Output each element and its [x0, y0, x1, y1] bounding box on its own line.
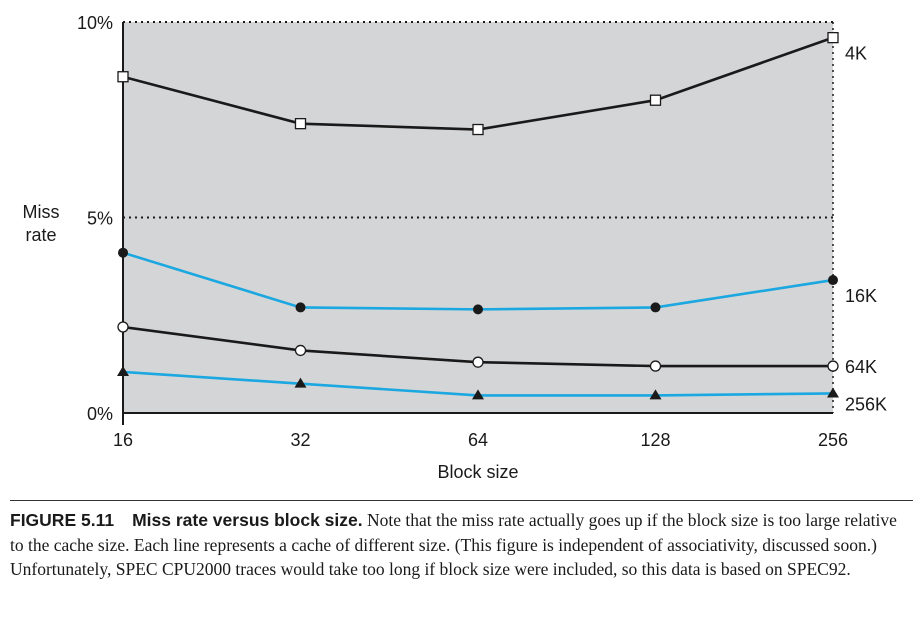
- data-point-16K: [118, 247, 128, 258]
- figure-title: Miss rate versus block size.: [132, 510, 363, 530]
- y-tick-label: 0%: [87, 404, 113, 424]
- data-point-64K: [649, 360, 662, 372]
- data-point-16K: [828, 275, 838, 286]
- y-axis-label: Miss: [23, 202, 60, 222]
- series-label-4K: 4K: [845, 44, 867, 64]
- data-point-64K: [827, 360, 839, 372]
- data-point-64K: [472, 356, 484, 368]
- x-tick-label: 32: [290, 430, 310, 450]
- data-point-16K: [650, 302, 661, 313]
- x-tick-label: 256: [818, 430, 848, 450]
- data-point-4K: [117, 71, 129, 83]
- x-tick-label: 128: [640, 430, 670, 450]
- data-point-16K: [295, 302, 306, 313]
- data-point-4K: [294, 118, 307, 130]
- data-point-64K: [117, 321, 129, 333]
- data-point-256K: [117, 365, 129, 376]
- data-point-64K: [294, 344, 307, 357]
- series-label-16K: 16K: [845, 286, 877, 306]
- caption-text: Note that the miss rate actually goes up…: [10, 510, 897, 579]
- caption-divider: [10, 500, 913, 501]
- x-axis-label: Block size: [437, 462, 518, 482]
- data-point-256K: [827, 387, 839, 398]
- data-point-4K: [649, 94, 662, 106]
- data-point-4K: [472, 123, 484, 136]
- y-tick-label: 5%: [87, 209, 113, 229]
- data-point-4K: [827, 31, 839, 44]
- series-label-256K: 256K: [845, 394, 887, 414]
- miss-rate-chart: 0% 5% 10% 16 32 64 128 256 Block size Miss rate 4K 1…: [23, 13, 888, 482]
- figure-caption: FIGURE 5.11 Miss rate versus block size. …: [10, 508, 910, 582]
- y-axis-label: rate: [25, 225, 56, 245]
- figure-number: FIGURE 5.11: [10, 510, 115, 530]
- data-point-256K: [649, 389, 662, 400]
- x-tick-label: 64: [468, 430, 488, 450]
- data-point-16K: [473, 304, 483, 315]
- x-tick-label: 16: [113, 430, 133, 450]
- y-tick-label: 10%: [77, 13, 113, 33]
- data-point-256K: [472, 389, 484, 400]
- series-label-64K: 64K: [845, 357, 877, 377]
- data-point-256K: [294, 377, 307, 388]
